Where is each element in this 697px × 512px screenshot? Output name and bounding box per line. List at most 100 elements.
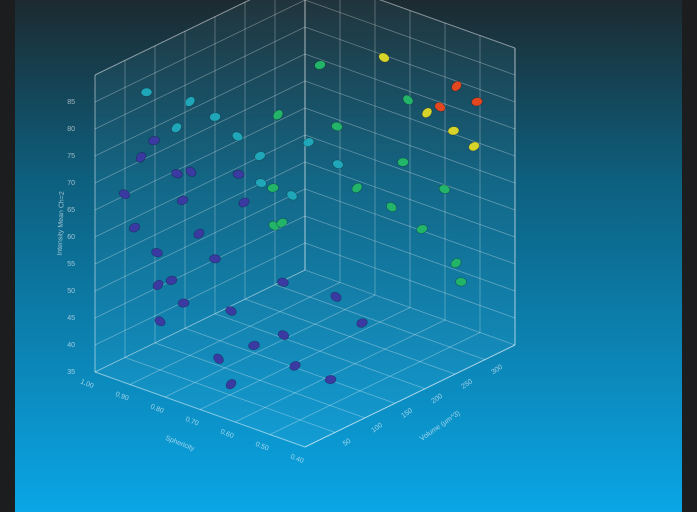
grid-line (304, 269, 516, 346)
cell-point (151, 248, 163, 258)
grid-line (199, 307, 411, 410)
grid-line (304, 80, 516, 157)
grid-line (164, 294, 376, 398)
cell-point (386, 202, 397, 212)
grid-line (234, 319, 446, 423)
cell-point (135, 152, 147, 163)
grid-line (94, 80, 306, 184)
cell-point (272, 109, 284, 121)
z-tick-label: 50 (342, 438, 352, 448)
cell-point (416, 224, 428, 234)
cell-point (331, 121, 343, 132)
cell-point (225, 379, 237, 390)
cell-point (154, 316, 166, 327)
cell-point (184, 96, 196, 107)
cell-point (450, 258, 462, 269)
x-tick-label: 0.40 (289, 454, 304, 466)
y-tick-label: 70 (67, 180, 75, 187)
grid-line (304, 26, 516, 103)
cell-point (351, 182, 363, 194)
grid-line (94, 269, 306, 373)
y-tick-label: 75 (67, 153, 75, 160)
cell-point (434, 102, 446, 112)
cell-point (267, 183, 279, 193)
cell-point (451, 80, 462, 92)
cell-point (330, 291, 342, 302)
grid-line (304, 107, 516, 184)
y-tick-label: 85 (67, 99, 75, 106)
grid-line (214, 313, 426, 390)
cell-point (225, 306, 237, 316)
cell-point (231, 131, 244, 142)
grid-line (304, 161, 516, 238)
cell-point (356, 318, 368, 328)
x-tick-label: 0.50 (254, 441, 269, 453)
right-wall (305, 0, 515, 345)
y-tick-label: 50 (67, 288, 75, 295)
x-tick-label: 0.60 (219, 429, 234, 441)
cell-point (421, 107, 433, 118)
grid-line (304, 242, 516, 319)
cell-point (438, 184, 451, 194)
y-tick-label: 45 (67, 315, 75, 322)
grid-line (94, 242, 306, 346)
grid-line (304, 188, 516, 265)
grid-line (94, 26, 306, 130)
grid-line (304, 215, 516, 292)
cell-point (193, 228, 205, 239)
y-tick-label: 35 (67, 369, 75, 376)
cell-point (209, 254, 221, 264)
box-edge (304, 344, 516, 448)
cell-point (255, 178, 267, 188)
cell-point (455, 277, 467, 287)
x-tick-label: 1.00 (79, 379, 94, 391)
cell-point (213, 353, 224, 364)
cell-point (468, 141, 480, 152)
x-tick-label: 0.90 (114, 391, 129, 403)
grid-line (94, 53, 306, 157)
grid-line (304, 134, 516, 211)
cell-point (248, 340, 260, 351)
box-edge (94, 0, 251, 76)
grid-line (129, 282, 341, 385)
grid-line (94, 269, 306, 373)
y-tick-label: 80 (67, 126, 75, 133)
box-edge (379, 0, 516, 49)
cell-point (314, 60, 326, 70)
x-tick-label: 0.70 (184, 416, 199, 428)
x-tick-label: 0.80 (149, 404, 164, 416)
grid-line (269, 332, 481, 435)
cell-point (185, 166, 197, 177)
cell-point (277, 277, 289, 287)
cell-point (118, 189, 131, 200)
cell-point (397, 157, 409, 167)
grid-line (304, 0, 516, 76)
y-axis-title: Intensity Mean Ch=2 (57, 191, 66, 256)
y-tick-label: 60 (67, 234, 75, 241)
grid-line (94, 107, 306, 211)
cell-point (277, 330, 290, 340)
cell-point (286, 190, 298, 201)
cell-point (165, 275, 178, 285)
grid-line (94, 188, 306, 292)
cell-point (378, 52, 390, 63)
grid-line (94, 134, 306, 238)
grid-line (94, 161, 306, 265)
cell-point (268, 220, 280, 231)
y-tick-label: 55 (67, 261, 75, 268)
grid-line (274, 284, 486, 360)
cell-point (177, 298, 190, 308)
cell-point (402, 94, 414, 105)
cell-point (152, 279, 164, 291)
y-tick-label: 40 (67, 342, 75, 349)
grid-line (94, 0, 306, 103)
cell-point (302, 137, 315, 147)
cell-point (289, 361, 301, 371)
y-tick-label: 65 (67, 207, 75, 214)
cell-point (128, 222, 141, 233)
grid-line (154, 342, 366, 419)
grid-line (94, 215, 306, 319)
cell-point (254, 151, 266, 161)
